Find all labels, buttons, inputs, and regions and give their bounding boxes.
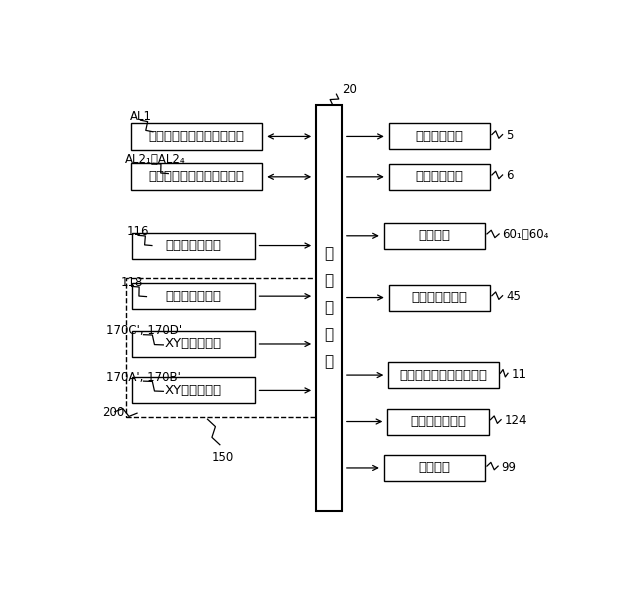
Text: 200: 200 (102, 406, 124, 418)
Text: 5: 5 (506, 129, 513, 142)
Text: 150: 150 (212, 451, 234, 464)
Text: 170C', 170D': 170C', 170D' (106, 324, 182, 338)
Bar (132, 283, 255, 309)
Bar (388, 285, 490, 311)
Text: XYエンコーダ: XYエンコーダ (164, 338, 221, 350)
Bar (388, 362, 499, 388)
Text: センサ群: センサ群 (419, 461, 451, 475)
Text: レチクルステージ駆動系: レチクルステージ駆動系 (399, 368, 488, 382)
Text: ステージ駆動系: ステージ駆動系 (410, 415, 466, 428)
Bar (132, 377, 255, 403)
Bar (131, 123, 262, 150)
Bar (131, 163, 262, 191)
Text: 118: 118 (121, 276, 143, 289)
Text: 主
制
御
装
置: 主 制 御 装 置 (324, 247, 333, 370)
Text: AL2₁～AL2₄: AL2₁～AL2₄ (125, 153, 185, 166)
Bar (384, 223, 486, 249)
Bar (387, 408, 489, 435)
Text: 駆動機構: 駆動機構 (419, 229, 451, 242)
Bar (388, 124, 490, 150)
Bar (132, 331, 255, 357)
Text: 空間像計測装置: 空間像計測装置 (412, 291, 468, 304)
Text: 116: 116 (127, 225, 150, 238)
Text: 124: 124 (504, 414, 527, 427)
Text: 干渉計システム: 干渉計システム (165, 289, 221, 303)
Text: プライマリアライメント系: プライマリアライメント系 (148, 130, 244, 143)
Text: 60₁～60₄: 60₁～60₄ (502, 229, 549, 241)
Text: セカンダリアライメント系: セカンダリアライメント系 (148, 170, 244, 183)
Text: 6: 6 (506, 169, 513, 182)
Bar (125, 277, 319, 417)
Text: 99: 99 (502, 461, 516, 473)
Bar (316, 105, 342, 511)
Text: 20: 20 (342, 83, 356, 96)
Text: AL1: AL1 (129, 110, 152, 123)
Bar (388, 164, 490, 190)
Bar (132, 233, 255, 259)
Text: 170A', 170B': 170A', 170B' (106, 371, 180, 384)
Text: 11: 11 (511, 368, 527, 380)
Bar (384, 455, 486, 481)
Text: レチクル干渉計: レチクル干渉計 (165, 239, 221, 252)
Text: 測体回収装置: 測体回収装置 (415, 170, 463, 183)
Text: 45: 45 (506, 290, 521, 303)
Text: XYエンコーダ: XYエンコーダ (164, 384, 221, 397)
Text: 測体供給装置: 測体供給装置 (415, 130, 463, 143)
